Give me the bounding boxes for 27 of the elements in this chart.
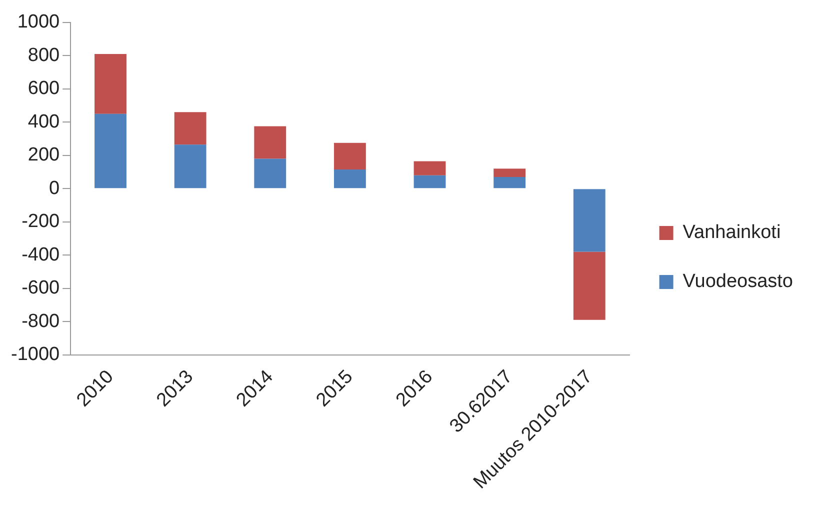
y-tick-label: -1000 bbox=[10, 344, 60, 366]
y-tick-label: -200 bbox=[22, 211, 60, 232]
legend-label: Vanhainkoti bbox=[682, 222, 781, 244]
y-tick-label: 0 bbox=[49, 178, 60, 199]
bar bbox=[573, 252, 606, 320]
bar bbox=[174, 112, 206, 145]
bar bbox=[334, 142, 366, 170]
bar bbox=[94, 114, 126, 188]
y-tick-label: -400 bbox=[22, 244, 60, 266]
bar bbox=[254, 126, 286, 159]
bar bbox=[94, 54, 126, 114]
y-tick-label: -800 bbox=[22, 310, 60, 332]
bar bbox=[494, 168, 526, 177]
bar bbox=[334, 170, 366, 188]
bar bbox=[573, 189, 606, 252]
legend-label: Vuodeosasto bbox=[682, 271, 794, 292]
y-tick-label: 800 bbox=[28, 44, 60, 66]
y-tick-label: 400 bbox=[28, 111, 60, 132]
bar bbox=[174, 144, 206, 188]
y-tick-label: 200 bbox=[28, 144, 60, 166]
y-tick-label: -600 bbox=[22, 278, 60, 299]
y-tick-label: 600 bbox=[28, 78, 60, 100]
bar bbox=[494, 176, 526, 188]
bar bbox=[254, 158, 286, 188]
y-tick-label: 1000 bbox=[17, 12, 60, 33]
bar bbox=[414, 161, 446, 176]
bar bbox=[414, 175, 446, 188]
